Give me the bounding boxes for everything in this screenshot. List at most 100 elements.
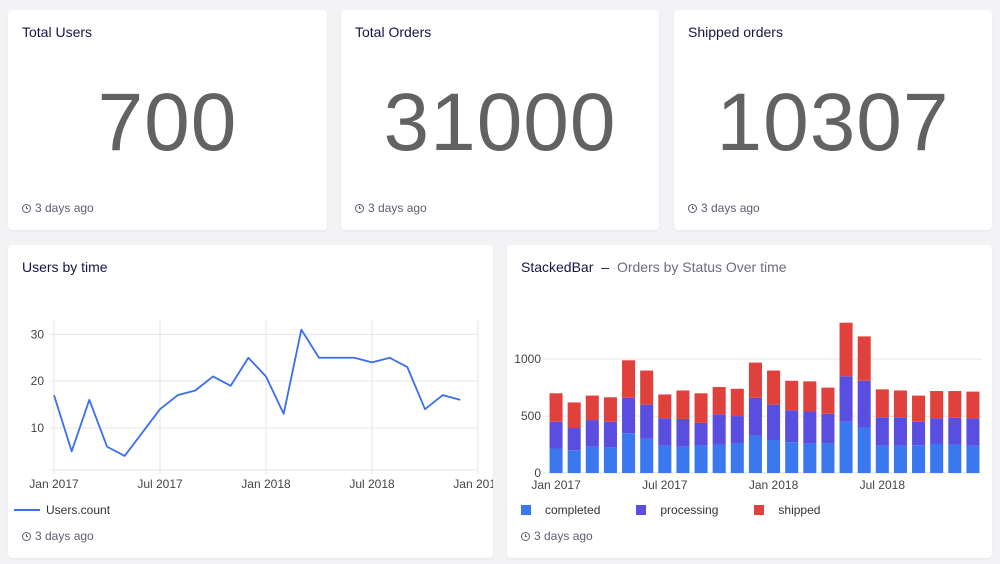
orders-by-status-card: StackedBar – Orders by Status Over time … [507,245,992,558]
x-tick-label: Jan 2018 [749,478,799,492]
bar-completed [748,435,762,473]
bar-shipped [857,336,871,381]
bar-shipped [567,402,581,429]
bar-processing [803,411,817,444]
bar-completed [966,445,980,473]
x-tick-label: Jan 2019 [453,477,493,491]
bar-completed [585,446,599,473]
bar-processing [730,416,744,444]
chart-title-sub: Orders by Status Over time [616,259,787,275]
bar-processing [676,418,690,447]
bar-completed [785,442,799,473]
bar-processing [603,421,617,448]
bar-shipped [603,397,617,422]
bar-processing [622,397,636,434]
bar-completed [567,450,581,473]
bar-processing [748,397,762,436]
bar-completed [676,446,690,473]
x-tick-label: Jan 2017 [531,478,581,492]
card-footer: 3 days ago [22,529,94,543]
legend-label: processing [660,503,719,517]
legend-item-completed: completed [521,503,600,517]
chart-title-main: StackedBar [521,259,594,275]
legend-label: shipped [778,503,821,517]
bar-shipped [549,393,563,422]
card-footer: 3 days ago [355,201,427,215]
bar-shipped [640,370,654,405]
bar-completed [694,445,708,473]
card-title: Total Users [22,24,93,40]
bar-processing [948,417,962,445]
bar-processing [930,418,944,444]
x-tick-label: Jul 2018 [860,478,906,492]
bar-shipped [893,390,907,418]
x-tick-label: Jul 2017 [137,477,183,491]
kpi-card-total-users: Total Users 700 3 days ago [8,10,327,230]
bar-shipped [785,380,799,411]
legend-label: Users.count [46,503,111,517]
bar-completed [930,443,944,473]
bar-shipped [585,395,599,421]
bar-completed [912,445,926,473]
bar-processing [658,418,672,446]
bar-completed [640,438,654,473]
bar-completed [658,445,672,473]
bar-shipped [821,387,835,414]
kpi-value: 31000 [383,77,617,168]
bar-shipped [658,394,672,419]
bar-shipped [803,381,817,412]
y-tick-label: 0 [534,466,541,480]
title-separator: – [601,259,610,275]
bar-processing [767,404,781,440]
legend-swatch [521,505,531,515]
bar-processing [857,380,871,428]
history-clock-icon [688,203,697,213]
updated-time: 3 days ago [35,201,94,215]
bar-shipped [767,370,781,405]
legend-item-processing: processing [636,503,718,517]
bar-completed [767,439,781,473]
bar-completed [603,447,617,473]
updated-time: 3 days ago [35,529,94,543]
bar-shipped [948,391,962,418]
legend-swatch [636,505,647,515]
legend-swatch [754,505,765,515]
bar-shipped [622,360,636,398]
card-footer: 3 days ago [22,201,94,215]
card-title: Total Orders [355,24,432,40]
legend-line-swatch [14,509,40,511]
y-tick-label: 500 [521,409,541,423]
y-tick-label: 20 [31,374,45,388]
kpi-card-total-orders: Total Orders 31000 3 days ago [341,10,659,230]
updated-time: 3 days ago [534,529,593,543]
bar-processing [567,428,581,451]
bar-completed [730,443,744,473]
bar-shipped [694,393,708,423]
card-title: Users by time [22,259,108,275]
bar-shipped [966,391,980,419]
x-tick-label: Jul 2018 [349,477,395,491]
bar-processing [821,413,835,444]
bar-shipped [912,395,926,422]
bar-completed [622,433,636,473]
orders-stacked-bar-chart: 0 500 1000 Jan 2017 Jul 2017 Jan 2018 Jul 2018 [514,322,982,492]
bar-processing [694,422,708,446]
bar-shipped [712,387,726,415]
bar-processing [912,421,926,446]
bar-processing [712,414,726,445]
kpi-value: 700 [97,77,238,168]
legend-item-shipped: shipped [754,503,820,517]
bar-shipped [676,390,690,419]
bar-completed [857,427,871,473]
bar-completed [948,444,962,473]
updated-time: 3 days ago [368,201,427,215]
bar-shipped [875,389,889,418]
bar-completed [549,448,563,473]
card-footer: 3 days ago [688,201,760,215]
users-by-time-card: Users by time 10 20 30 Jan 2017 Jul 2017 Jan … [8,245,493,558]
card-title: Shipped orders [688,24,783,40]
card-title: StackedBar – Orders by Status Over time [521,259,787,275]
y-tick-label: 30 [31,327,45,341]
bar-shipped [839,322,853,377]
bar-processing [839,376,853,422]
